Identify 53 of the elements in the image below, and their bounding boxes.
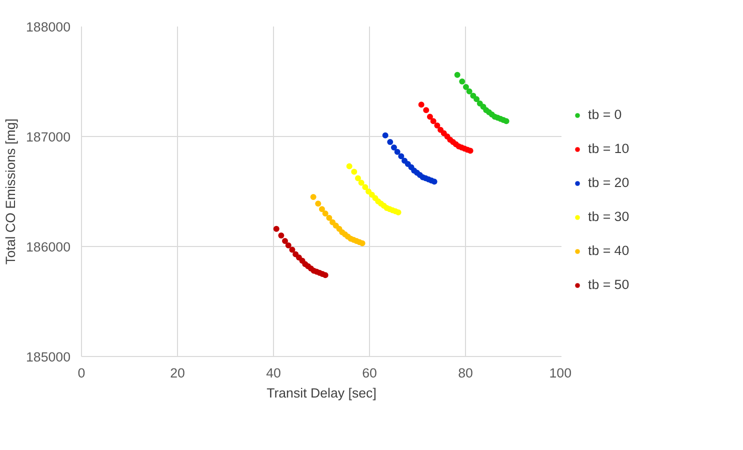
point: [434, 122, 440, 128]
point: [351, 168, 358, 175]
point: [322, 210, 328, 216]
point: [282, 238, 288, 244]
point: [426, 114, 433, 120]
point: [398, 153, 404, 160]
point: [418, 102, 424, 108]
point: [390, 144, 397, 150]
legend-label: tb = 30: [588, 209, 630, 224]
point: [354, 175, 361, 182]
x-tick-label: 40: [266, 366, 281, 380]
x-tick-label: 80: [458, 366, 473, 380]
point: [431, 178, 438, 185]
point: [326, 214, 332, 221]
point: [382, 132, 388, 138]
x-tick-label: 20: [170, 366, 185, 380]
y-tick-label: 185000: [26, 350, 71, 364]
point: [394, 148, 400, 155]
point: [358, 180, 364, 186]
x-tick-label: 60: [362, 366, 377, 380]
point: [362, 184, 368, 190]
point: [315, 200, 322, 207]
point: [289, 246, 296, 253]
legend-label: tb = 40: [588, 243, 630, 258]
x-axis-title: Transit Delay [sec]: [266, 386, 376, 400]
x-tick-label: 0: [78, 366, 86, 380]
x-tick-label: 100: [549, 366, 572, 380]
point: [430, 118, 436, 124]
point: [278, 232, 284, 238]
y-tick-label: 187000: [26, 130, 71, 144]
legend-label: tb = 20: [588, 175, 630, 190]
y-tick-label: 186000: [26, 240, 71, 254]
point: [322, 272, 328, 278]
legend-label: tb = 10: [588, 141, 630, 156]
point: [462, 84, 469, 90]
legend-label: tb = 0: [588, 107, 622, 122]
point: [503, 118, 510, 124]
y-tick-label: 188000: [26, 20, 71, 34]
point: [273, 226, 280, 232]
point: [310, 194, 316, 200]
point: [423, 107, 430, 114]
point: [454, 72, 460, 78]
point: [395, 209, 402, 216]
point: [474, 96, 480, 102]
point: [387, 139, 394, 145]
point: [359, 240, 366, 246]
point: [459, 78, 466, 84]
y-axis-title: Total CO Emissions [mg]: [3, 118, 18, 264]
point: [285, 242, 292, 248]
point: [466, 88, 472, 94]
legend-label: tb = 50: [588, 277, 630, 292]
point: [318, 206, 325, 212]
point: [346, 163, 352, 170]
